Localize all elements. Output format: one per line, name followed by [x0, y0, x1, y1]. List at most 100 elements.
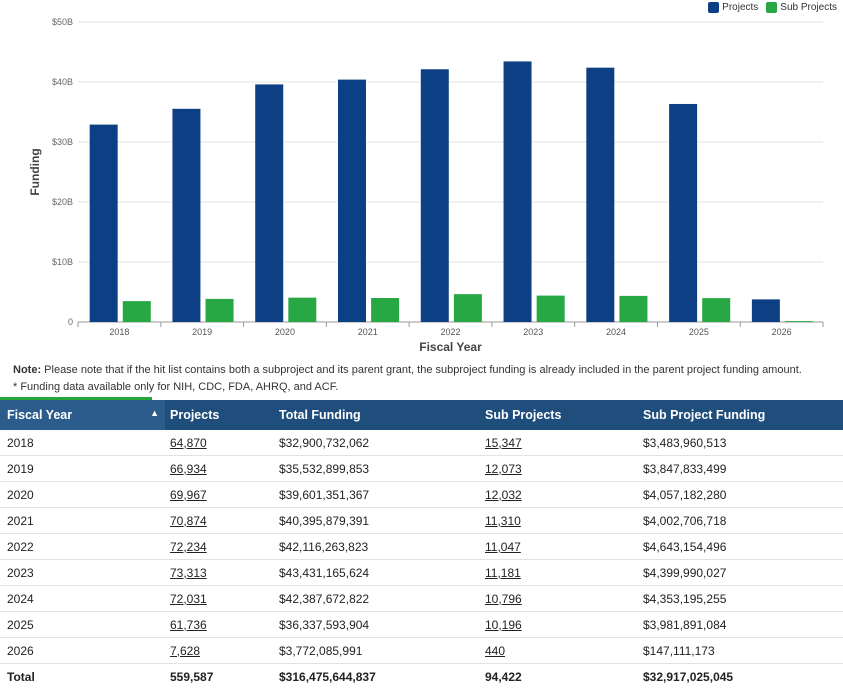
cell-sub-projects-link[interactable]: 12,032 — [485, 487, 522, 502]
total-sub-project-funding: $32,917,025,045 — [643, 670, 734, 684]
y-axis-title: Funding — [28, 148, 42, 195]
cell-projects: 7,628 — [165, 637, 279, 664]
cell-sub-projects-link[interactable]: 11,310 — [485, 513, 521, 528]
total-funding: $316,475,644,837 — [279, 670, 376, 684]
cell-sub-project-funding: $3,981,891,084 — [643, 611, 843, 638]
col-header-sub-project-funding[interactable]: Sub Project Funding — [643, 400, 843, 430]
cell-sub-projects-link[interactable]: 10,196 — [485, 617, 522, 632]
cell-sub-project-funding: $4,643,154,496 — [643, 533, 843, 560]
cell-projects: 66,934 — [165, 455, 279, 482]
y-tick-label: $30B — [52, 137, 73, 147]
cell-sub-projects-link[interactable]: 11,181 — [485, 565, 521, 580]
y-tick-label: $20B — [52, 197, 73, 207]
cell-projects: 72,031 — [165, 585, 279, 612]
legend-label-sub-projects: Sub Projects — [780, 2, 837, 13]
table-total-row: Total 559,587 $316,475,644,837 94,422 $3… — [0, 664, 843, 690]
bar-sub-projects — [536, 295, 565, 322]
cell-projects-link[interactable]: 69,967 — [170, 487, 207, 502]
table-row: 2020 69,967 $39,601,351,367 12,032 $4,057,18… — [0, 481, 843, 508]
cell-fiscal-year: 2026 — [0, 637, 165, 664]
cell-projects-link[interactable]: 7,628 — [170, 643, 201, 658]
table-row: 2024 72,031 $42,387,672,822 10,796 $4,353,19… — [0, 585, 843, 612]
cell-sub-projects: 10,796 — [485, 585, 643, 612]
cell-fiscal-year: 2019 — [0, 455, 165, 482]
y-tick-label: 0 — [68, 317, 73, 327]
cell-projects: 70,874 — [165, 507, 279, 534]
x-tick-label: 2024 — [606, 327, 626, 337]
legend-item-projects[interactable]: Projects — [708, 2, 758, 13]
bar-projects — [586, 67, 615, 322]
bar-projects — [751, 299, 780, 322]
cell-sub-projects-link[interactable]: 11,047 — [485, 539, 521, 554]
cell-sub-project-funding: $4,002,706,718 — [643, 507, 843, 534]
cell-projects-link[interactable]: 73,313 — [170, 565, 207, 580]
cell-total-funding: $36,337,593,904 — [279, 611, 485, 638]
table-row: 2019 66,934 $35,532,899,853 12,073 $3,847,83… — [0, 455, 843, 482]
x-tick-label: 2020 — [275, 327, 295, 337]
cell-sub-projects: 11,047 — [485, 533, 643, 560]
cell-sub-projects: 12,073 — [485, 455, 643, 482]
cell-sub-projects-link[interactable]: 10,796 — [485, 591, 522, 606]
sort-up-icon: ▲ — [150, 408, 159, 418]
total-projects: 559,587 — [170, 670, 214, 684]
bar-sub-projects — [453, 294, 482, 322]
cell-sub-projects: 11,181 — [485, 559, 643, 586]
cell-sub-project-funding: $4,353,195,255 — [643, 585, 843, 612]
table-header-row: Fiscal Year ▲ Projects Total Funding Sub … — [0, 400, 843, 430]
cell-fiscal-year: 2020 — [0, 481, 165, 508]
cell-projects-link[interactable]: 70,874 — [170, 513, 207, 528]
cell-sub-projects: 10,196 — [485, 611, 643, 638]
cell-projects: 73,313 — [165, 559, 279, 586]
legend-label-projects: Projects — [722, 2, 759, 13]
cell-projects-link[interactable]: 61,736 — [170, 617, 207, 632]
cell-total-funding: $42,116,263,823 — [279, 533, 485, 560]
cell-sub-project-funding: $3,483,960,513 — [643, 430, 843, 456]
cell-sub-projects: 12,032 — [485, 481, 643, 508]
bar-projects — [669, 103, 698, 323]
x-tick-label: 2022 — [440, 327, 460, 337]
x-tick-label: 2026 — [772, 327, 792, 337]
cell-sub-projects-link[interactable]: 12,073 — [485, 461, 522, 476]
bar-projects — [172, 108, 201, 322]
table-row: 2021 70,874 $40,395,879,391 11,310 $4,002,70… — [0, 507, 843, 534]
x-tick-label: 2021 — [358, 327, 378, 337]
funding-chart: 0 $10B $20B $30B $40B $50B 2018 2019 2020 2021 202… — [28, 2, 837, 354]
cell-projects-link[interactable]: 66,934 — [170, 461, 207, 476]
table-row: 2026 7,628 $3,772,085,991 440 $147,111,173 — [0, 637, 843, 664]
cell-fiscal-year: 2024 — [0, 585, 165, 612]
cell-fiscal-year: 2023 — [0, 559, 165, 586]
col-header-fiscal-year[interactable]: Fiscal Year ▲ — [0, 400, 165, 430]
sort-column-accent — [0, 397, 152, 400]
cell-projects-link[interactable]: 64,870 — [170, 435, 207, 450]
bar-sub-projects — [702, 298, 731, 322]
col-header-projects[interactable]: Projects — [165, 400, 279, 430]
cell-total-funding: $43,431,165,624 — [279, 559, 485, 586]
bar-projects — [255, 84, 284, 323]
cell-sub-projects-link[interactable]: 15,347 — [485, 435, 522, 450]
cell-sub-projects: 11,310 — [485, 507, 643, 534]
legend-item-sub-projects[interactable]: Sub Projects — [766, 2, 837, 13]
legend-swatch-projects — [708, 2, 720, 13]
x-tick-label: 2023 — [523, 327, 543, 337]
col-header-total-funding[interactable]: Total Funding — [279, 400, 485, 430]
cell-sub-project-funding: $3,847,833,499 — [643, 455, 843, 482]
cell-sub-projects: 440 — [485, 637, 643, 664]
bar-sub-projects — [288, 297, 317, 322]
cell-fiscal-year: 2025 — [0, 611, 165, 638]
cell-fiscal-year: 2021 — [0, 507, 165, 534]
cell-sub-projects-link[interactable]: 440 — [485, 643, 506, 658]
cell-total-funding: $39,601,351,367 — [279, 481, 485, 508]
table-row: 2022 72,234 $42,116,263,823 11,047 $4,643,15… — [0, 533, 843, 560]
bar-projects — [420, 69, 449, 322]
funding-note: Note: Please note that if the hit list c… — [13, 362, 833, 396]
x-tick-label: 2025 — [689, 327, 709, 337]
cell-projects-link[interactable]: 72,031 — [170, 591, 207, 606]
cell-total-funding: $32,900,732,062 — [279, 430, 485, 456]
bar-sub-projects — [619, 295, 648, 322]
cell-fiscal-year: 2022 — [0, 533, 165, 560]
cell-projects: 61,736 — [165, 611, 279, 638]
col-header-sub-projects[interactable]: Sub Projects — [485, 400, 643, 430]
cell-total-funding: $42,387,672,822 — [279, 585, 485, 612]
bar-chart-svg: 0 $10B $20B $30B $40B $50B 2018 2019 2020 2021 202… — [28, 17, 824, 354]
cell-projects-link[interactable]: 72,234 — [170, 539, 207, 554]
